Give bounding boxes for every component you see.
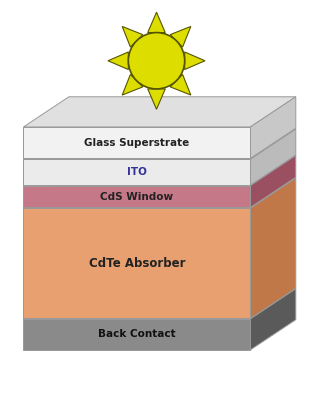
Polygon shape xyxy=(185,52,205,70)
Text: Glass Superstrate: Glass Superstrate xyxy=(84,138,190,147)
Polygon shape xyxy=(23,319,250,350)
Polygon shape xyxy=(23,129,296,159)
Polygon shape xyxy=(122,75,143,95)
Text: CdTe Absorber: CdTe Absorber xyxy=(89,257,185,270)
Polygon shape xyxy=(23,208,250,318)
Polygon shape xyxy=(108,52,128,70)
Text: CdS Window: CdS Window xyxy=(100,191,173,202)
Polygon shape xyxy=(23,127,250,158)
Circle shape xyxy=(128,33,185,89)
Polygon shape xyxy=(23,186,250,207)
Polygon shape xyxy=(250,178,296,318)
Polygon shape xyxy=(250,289,296,350)
Polygon shape xyxy=(170,75,191,95)
Polygon shape xyxy=(122,26,143,47)
Text: ITO: ITO xyxy=(127,167,147,177)
Polygon shape xyxy=(250,97,296,158)
Polygon shape xyxy=(250,155,296,207)
Polygon shape xyxy=(250,129,296,185)
Polygon shape xyxy=(23,159,250,185)
Polygon shape xyxy=(170,26,191,47)
Polygon shape xyxy=(23,178,296,208)
Polygon shape xyxy=(148,89,165,109)
Polygon shape xyxy=(23,97,296,127)
Polygon shape xyxy=(148,12,165,33)
Polygon shape xyxy=(23,155,296,186)
Text: Back Contact: Back Contact xyxy=(98,329,176,339)
Polygon shape xyxy=(23,289,296,319)
